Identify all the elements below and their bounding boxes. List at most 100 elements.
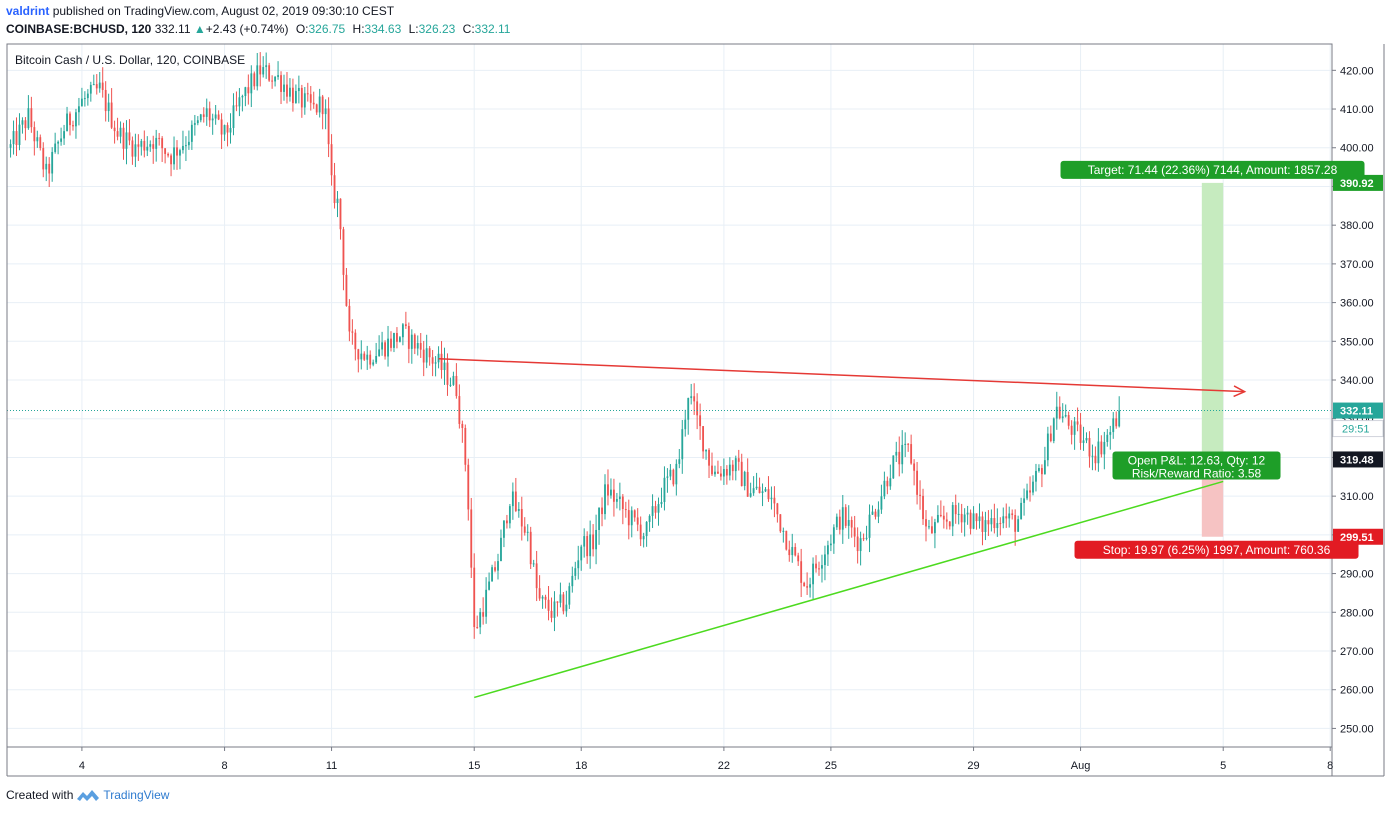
candle-body bbox=[565, 604, 568, 612]
tradingview-link[interactable]: TradingView bbox=[103, 788, 170, 802]
candle-body bbox=[826, 545, 829, 555]
candle-body bbox=[951, 505, 954, 527]
pnl-label-box[interactable] bbox=[1112, 451, 1281, 480]
low-label: L: bbox=[408, 22, 419, 36]
candle-body bbox=[339, 198, 342, 230]
y-tick-label: 350.00 bbox=[1340, 336, 1374, 348]
candle-body bbox=[113, 127, 116, 132]
candle-body bbox=[375, 356, 378, 363]
candle-body bbox=[803, 582, 806, 587]
footer: Created with TradingView bbox=[6, 788, 169, 802]
candle-body bbox=[886, 480, 889, 487]
publish-text: published on TradingView.com, August 02,… bbox=[52, 4, 395, 18]
price-badge-label: 332.11 bbox=[1340, 406, 1373, 418]
candle-body bbox=[1112, 418, 1115, 433]
candle-body bbox=[740, 461, 743, 487]
candle-body bbox=[476, 627, 479, 629]
position-labels[interactable]: Target: 71.44 (22.36%) 7144, Amount: 185… bbox=[1060, 160, 1365, 559]
candle-body bbox=[984, 520, 987, 533]
candle-body bbox=[743, 471, 746, 487]
candle-body bbox=[9, 144, 12, 148]
candle-body bbox=[357, 349, 360, 360]
candle-body bbox=[479, 612, 482, 628]
candle-body bbox=[80, 98, 83, 107]
candle-body bbox=[268, 65, 271, 81]
author-link[interactable]: valdrint bbox=[6, 4, 50, 18]
candle-body bbox=[874, 511, 877, 517]
candle-body bbox=[687, 398, 690, 420]
candle-body bbox=[529, 531, 532, 565]
candle-body bbox=[12, 131, 15, 145]
candle-body bbox=[143, 140, 146, 151]
x-tick-label: 18 bbox=[575, 760, 587, 772]
trendline-arrowhead-icon[interactable] bbox=[1233, 385, 1247, 398]
resistance-trendline[interactable] bbox=[438, 357, 1245, 393]
up-triangle-icon: ▲ bbox=[193, 22, 206, 36]
trendlines[interactable] bbox=[7, 357, 1332, 699]
candle-body bbox=[324, 108, 327, 115]
candle-body bbox=[137, 144, 140, 147]
candle-body bbox=[1070, 425, 1073, 435]
candle-body bbox=[835, 516, 838, 528]
candle-body bbox=[259, 65, 262, 75]
open-value: 326.75 bbox=[308, 22, 346, 36]
chart-frame bbox=[6, 43, 1385, 777]
stop-label-box[interactable] bbox=[1074, 540, 1359, 559]
candle-body bbox=[235, 105, 238, 107]
candle-body bbox=[928, 526, 930, 528]
x-tick-label: Aug bbox=[1071, 760, 1091, 772]
candle-body bbox=[696, 401, 699, 416]
candle-body bbox=[461, 423, 464, 428]
publish-info: valdrint published on TradingView.com, A… bbox=[6, 4, 394, 18]
last-price: 332.11 bbox=[154, 22, 191, 36]
y-tick-label: 400.00 bbox=[1340, 143, 1374, 155]
candle-body bbox=[663, 477, 666, 502]
candle-body bbox=[110, 102, 113, 128]
candle-body bbox=[648, 515, 651, 522]
candle-body bbox=[972, 513, 975, 529]
candle-body bbox=[78, 106, 80, 113]
target-label-box[interactable] bbox=[1060, 160, 1365, 179]
candle-body bbox=[122, 127, 125, 149]
candle-body bbox=[844, 507, 847, 526]
candle-body bbox=[678, 459, 681, 464]
candle-body bbox=[907, 443, 910, 445]
candle-body bbox=[714, 471, 716, 475]
candle-body bbox=[782, 530, 785, 532]
candle-body bbox=[520, 509, 523, 527]
candle-body bbox=[39, 137, 42, 149]
candle-body bbox=[1097, 441, 1100, 464]
candle-body bbox=[511, 491, 514, 507]
candle-body bbox=[532, 563, 535, 565]
candle-body bbox=[75, 112, 77, 127]
candle-body bbox=[818, 568, 820, 570]
candle-body bbox=[232, 105, 235, 128]
candle-body bbox=[702, 426, 705, 452]
candle-body bbox=[690, 396, 693, 399]
candle-body bbox=[1032, 481, 1034, 493]
candle-body bbox=[185, 145, 187, 147]
candle-body bbox=[1011, 513, 1014, 516]
candle-body bbox=[595, 529, 598, 550]
candle-body bbox=[693, 396, 696, 402]
candle-body bbox=[773, 497, 776, 504]
candle-body bbox=[954, 505, 957, 515]
candle-body bbox=[1014, 515, 1017, 532]
price-badge-label: 390.92 bbox=[1340, 178, 1374, 190]
candle-body bbox=[791, 547, 794, 556]
candle-body bbox=[675, 463, 678, 485]
candle-body bbox=[779, 514, 782, 532]
stop-label-text: Stop: 19.97 (6.25%) 1997, Amount: 760.36 bbox=[1103, 543, 1331, 557]
candle-body bbox=[987, 520, 990, 525]
candle-body bbox=[401, 324, 404, 338]
symbol-name[interactable]: COINBASE:BCHUSD, 120 bbox=[6, 22, 152, 36]
support-trendline[interactable] bbox=[474, 480, 1224, 699]
candle-body bbox=[238, 97, 241, 107]
candle-body bbox=[173, 147, 175, 165]
candle-body bbox=[202, 114, 205, 117]
candle-body bbox=[149, 144, 152, 147]
y-tick-label: 280.00 bbox=[1340, 607, 1374, 619]
candle-body bbox=[199, 114, 202, 121]
candle-body bbox=[1100, 441, 1103, 455]
